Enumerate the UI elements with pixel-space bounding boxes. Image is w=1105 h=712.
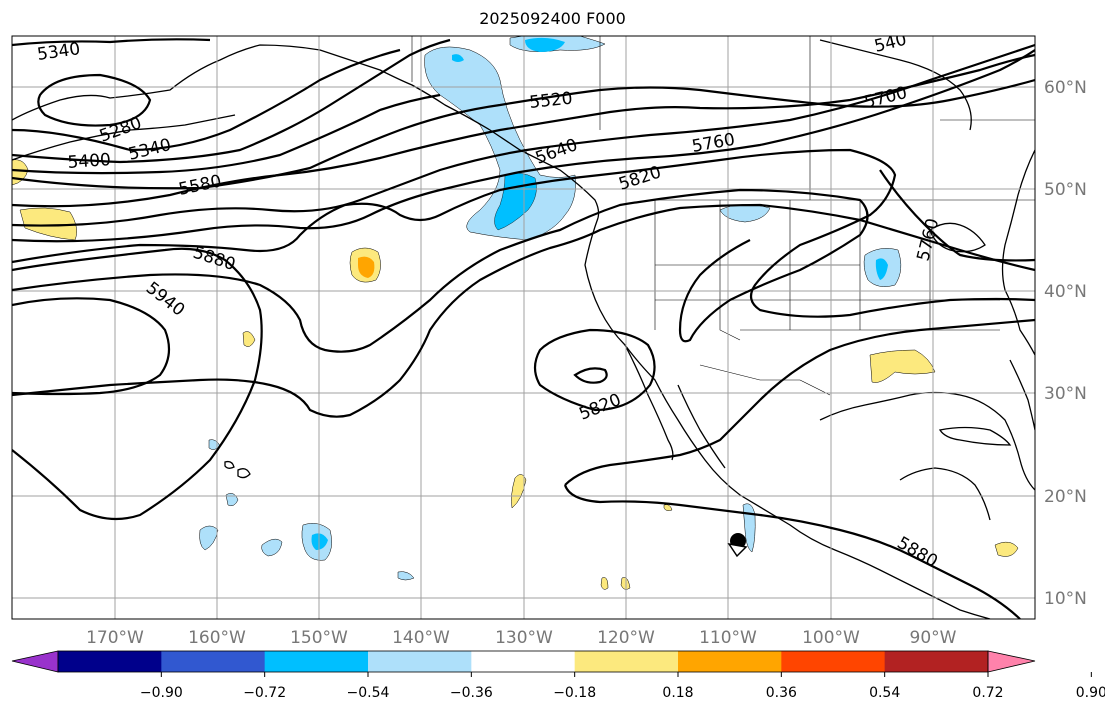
lon-label: 140°W	[392, 628, 450, 648]
colorbar-tick-label: 0.72	[972, 685, 1003, 701]
hudson-bay	[819, 39, 972, 131]
height-contours	[12, 38, 1035, 619]
map-frame	[11, 35, 1036, 620]
hawaii-2	[224, 460, 235, 469]
contour-5280-closed	[37, 73, 152, 127]
contour-5940	[12, 297, 171, 396]
contour-5760-east	[879, 169, 1035, 262]
lon-label: 150°W	[290, 628, 348, 648]
colorbar-tick-label: 0.36	[766, 685, 797, 701]
colorbar-tick-label: −0.54	[347, 685, 390, 701]
shaded-anomalies	[12, 36, 1019, 590]
gulf-coast	[819, 391, 1035, 491]
lon-label: 130°W	[495, 628, 553, 648]
contour-5820	[12, 188, 869, 353]
colorbar-tick-label: 0.90	[1076, 685, 1105, 701]
colorbar-segment	[678, 651, 782, 672]
lat-label: 40°N	[1044, 282, 1087, 302]
colorbar-tick-label: −0.90	[140, 685, 183, 701]
political-borders	[411, 36, 1035, 396]
contour-5340	[12, 48, 401, 152]
anomaly-pnw-deep	[494, 172, 537, 231]
lat-label: 20°N	[1044, 487, 1087, 507]
colorbar-tick-label: −0.72	[243, 685, 286, 701]
lon-label: 110°W	[699, 628, 757, 648]
contour-5400	[12, 38, 451, 164]
colorbar: −0.90 −0.72 −0.54 −0.36 −0.18 0.18 0.36 0.54 0.7…	[11, 650, 1105, 701]
colorbar-segment	[368, 651, 472, 672]
alaska-coast	[12, 44, 600, 219]
contour-5520	[12, 78, 1035, 190]
contour-label: 5400	[67, 150, 112, 173]
colorbar-tick-label: −0.18	[553, 685, 596, 701]
contour-5880-south	[564, 318, 1035, 486]
contour-5640	[12, 43, 1035, 227]
lon-label: 170°W	[86, 628, 144, 648]
colorbar-segment	[58, 651, 162, 672]
colorbar-segment	[264, 651, 369, 672]
contour-5820-closed	[533, 328, 656, 412]
contour-5340-top	[12, 38, 211, 47]
aleutian-islands	[12, 114, 236, 161]
lat-label: 60°N	[1044, 78, 1087, 98]
colorbar-tick-label: 0.54	[869, 685, 900, 701]
great-lakes	[929, 222, 986, 253]
na-west-coast	[584, 217, 991, 619]
colorbar-extend-low	[11, 650, 59, 673]
colorbar-frame	[57, 650, 989, 673]
cuba	[938, 426, 1012, 446]
contour-5880	[12, 203, 1035, 418]
florida	[1009, 359, 1035, 431]
gulf-of-california	[677, 384, 726, 469]
colorbar-segment	[574, 651, 679, 672]
contour-label: 5520	[528, 89, 573, 113]
baja-california	[624, 344, 674, 461]
hawaii-1	[237, 468, 251, 479]
yucatan	[899, 467, 991, 521]
colorbar-tick-label: 0.18	[662, 685, 693, 701]
lon-label: 90°W	[910, 628, 957, 648]
colorbar-tick-label: −0.36	[450, 685, 493, 701]
colorbar-extend-high	[987, 650, 1036, 673]
map-title: 2025092400 F000	[479, 9, 626, 28]
contour-5880-closed-sw	[12, 247, 263, 521]
colorbar-segment	[161, 651, 266, 672]
lat-label: 10°N	[1044, 589, 1087, 609]
contour-5460	[12, 93, 441, 175]
lat-label: 30°N	[1044, 384, 1087, 404]
lon-label: 160°W	[188, 628, 246, 648]
graticule	[12, 36, 1035, 619]
contour-5700	[12, 49, 1035, 243]
contour-5880-lower	[563, 484, 1021, 619]
lon-label: 100°W	[802, 628, 860, 648]
coastlines	[12, 39, 1035, 619]
contour-closed-small	[573, 367, 608, 384]
longitude-labels: 170°W 160°W 150°W 140°W 130°W 120°W 110°…	[86, 628, 957, 648]
anomaly-alaska-panhandle	[424, 46, 576, 241]
lat-label: 50°N	[1044, 180, 1087, 200]
contour-5580	[12, 53, 1035, 208]
colorbar-segment	[781, 651, 886, 672]
colorbar-segment	[471, 651, 576, 672]
lon-label: 120°W	[597, 628, 655, 648]
colorbar-segment	[884, 651, 989, 672]
latitude-labels: 60°N 50°N 40°N 30°N 20°N 10°N	[1044, 78, 1087, 609]
contour-5760	[12, 148, 1035, 318]
east-coast	[1001, 149, 1035, 356]
